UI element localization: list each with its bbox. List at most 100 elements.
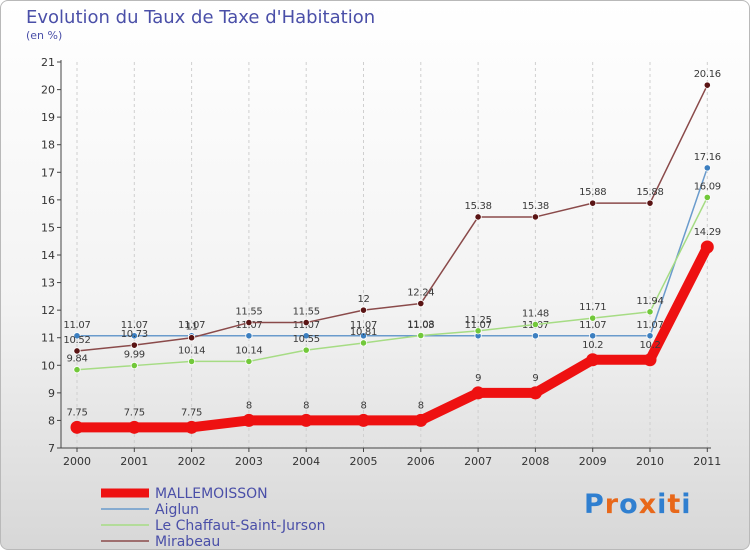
data-point	[474, 213, 482, 221]
y-tick-label: 20	[41, 84, 55, 97]
data-label: 10.14	[235, 345, 262, 356]
proxiti-logo: Proxiti	[584, 489, 692, 520]
data-point	[474, 327, 482, 335]
data-point	[531, 332, 540, 340]
data-point	[589, 199, 597, 207]
data-point	[357, 413, 370, 427]
data-point	[589, 332, 597, 340]
data-point	[242, 413, 256, 427]
data-label: 9	[532, 373, 538, 384]
data-point	[130, 341, 138, 349]
data-label: 11.07	[63, 320, 90, 331]
data-label: 10.81	[350, 327, 377, 338]
data-label: 7.75	[181, 407, 202, 418]
data-label: 11.55	[235, 307, 262, 318]
data-label: 10.73	[121, 329, 148, 340]
data-point	[359, 306, 368, 314]
data-label: 10.55	[293, 334, 320, 345]
data-point	[589, 314, 597, 322]
x-tick-label: 2007	[464, 455, 492, 468]
data-point	[185, 420, 199, 434]
data-label: 12.24	[407, 288, 434, 299]
y-tick-label: 21	[41, 56, 55, 69]
series-line	[76, 84, 709, 352]
data-label: 11.07	[465, 320, 492, 331]
series-line	[76, 167, 709, 337]
data-label: 11.07	[178, 320, 205, 331]
data-label: 7.75	[124, 407, 145, 418]
x-tick-label: 2010	[636, 455, 664, 468]
logo-letter: r	[604, 489, 620, 520]
data-label: 12	[357, 294, 369, 305]
data-point	[70, 420, 84, 434]
y-tick-label: 12	[41, 304, 55, 317]
y-tick-label: 15	[41, 221, 55, 234]
data-label: 20.16	[694, 69, 721, 80]
y-tick-label: 19	[41, 111, 55, 124]
data-point	[646, 199, 654, 207]
legend-label: MALLEMOISSON	[155, 486, 268, 502]
data-point	[586, 353, 600, 367]
data-label: 15.38	[465, 201, 492, 212]
x-tick-label: 2006	[407, 455, 435, 468]
data-label: 8	[246, 400, 252, 411]
y-tick-label: 11	[41, 332, 55, 345]
data-label: 8	[303, 400, 309, 411]
data-label: 11.08	[407, 320, 434, 331]
data-label: 11.07	[579, 320, 606, 331]
data-label: 11.55	[293, 307, 320, 318]
data-label: 11.94	[636, 296, 663, 307]
x-tick-label: 2000	[63, 455, 91, 468]
data-point	[531, 213, 540, 221]
data-point	[646, 308, 654, 316]
y-tick-label: 9	[48, 387, 55, 400]
data-label: 11.25	[465, 315, 492, 326]
data-label: 11.07	[636, 320, 663, 331]
data-point	[302, 318, 310, 327]
data-point	[703, 193, 711, 201]
x-tick-label: 2011	[693, 455, 721, 468]
x-tick-label: 2003	[235, 455, 263, 468]
data-point	[299, 413, 313, 427]
data-label: 15.38	[522, 201, 549, 212]
data-point	[643, 353, 657, 367]
y-tick-label: 17	[41, 166, 55, 179]
x-tick-label: 2009	[579, 455, 607, 468]
legend-label: Aiglun	[155, 502, 199, 518]
data-label: 15.88	[636, 187, 663, 198]
data-point	[703, 164, 711, 172]
x-tick-label: 2001	[120, 455, 148, 468]
data-point	[417, 331, 425, 340]
data-label: 7.75	[66, 407, 87, 418]
data-label: 9	[475, 373, 481, 384]
y-tick-label: 8	[48, 414, 55, 427]
data-label: 15.88	[579, 187, 606, 198]
data-point	[245, 357, 253, 366]
data-label: 10.2	[639, 340, 660, 351]
data-point	[73, 332, 81, 340]
data-point	[417, 299, 425, 308]
data-label: 9.99	[124, 350, 145, 361]
data-label: 16.09	[694, 181, 721, 192]
data-label: 9.84	[66, 354, 87, 365]
logo-letter: i	[681, 489, 692, 520]
chart-title: Evolution du Taux de Taxe d'Habitation	[26, 7, 376, 28]
y-tick-label: 10	[41, 359, 55, 372]
data-point	[531, 320, 540, 329]
data-point	[703, 81, 711, 89]
logo-letter: o	[619, 489, 639, 520]
data-label: 10.52	[63, 335, 90, 346]
data-label: 11.48	[522, 308, 549, 319]
data-point	[528, 386, 542, 400]
logo-letter: x	[638, 489, 658, 520]
logo-letter: i	[657, 489, 668, 520]
series-aiglun: 11.07 11.07 11.07 11.07 11.07 11.07 11.03 11.07…	[63, 152, 721, 340]
data-point	[130, 332, 138, 340]
x-tick-label: 2002	[178, 455, 206, 468]
data-label: 11.03	[407, 320, 434, 331]
y-tick-label: 13	[41, 277, 55, 290]
